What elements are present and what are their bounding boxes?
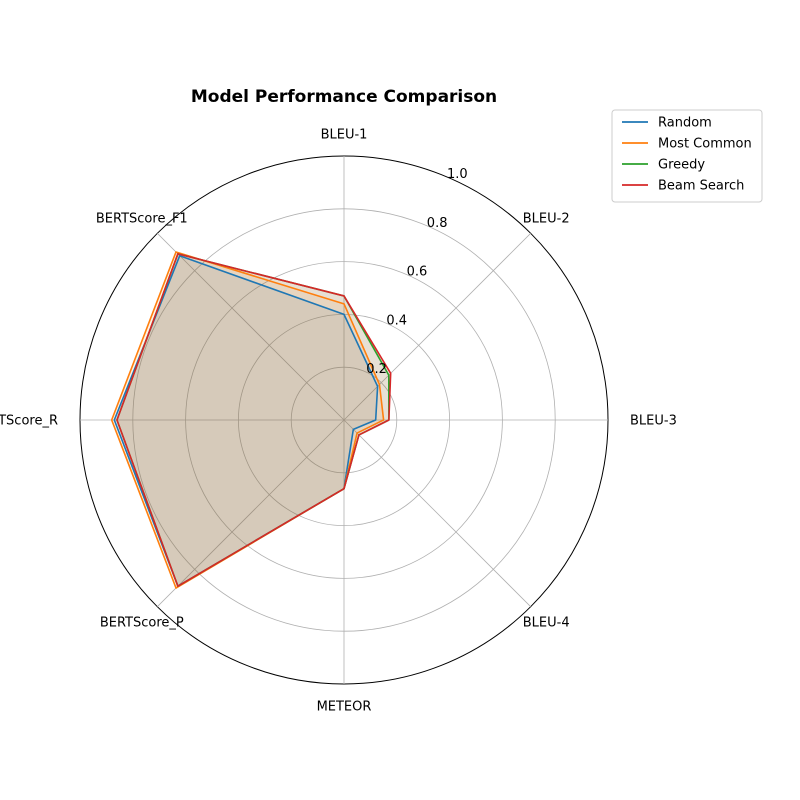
axis-label-4: METEOR	[317, 700, 372, 715]
radial-tick-label-3: 0.8	[427, 216, 448, 231]
axis-label-3: BLEU-4	[523, 616, 570, 631]
axis-label-layer: BLEU-1 BLEU-2 BLEU-3 BLEU-4 METEOR BERTScore_…	[0, 128, 677, 715]
grid-layer	[79, 155, 609, 685]
legend-label-3: Beam Search	[658, 179, 744, 194]
axis-label-7: BERTScore_F1	[96, 211, 188, 226]
legend-label-1: Most Common	[658, 137, 752, 152]
grid-spoke	[157, 419, 345, 607]
radial-tick-label-4: 1.0	[447, 167, 468, 182]
series-line-3	[116, 253, 392, 587]
grid-spoke	[343, 233, 531, 421]
axis-label-5: BERTScore_P	[100, 616, 184, 631]
radial-tick-label-2: 0.6	[407, 265, 428, 280]
radial-tick-label-1: 0.4	[386, 313, 407, 328]
axis-label-2: BLEU-3	[630, 414, 677, 429]
series-fill-3	[116, 253, 391, 587]
axis-label-1: BLEU-2	[523, 211, 570, 226]
legend-label-0: Random	[658, 116, 712, 131]
chart-title: Model Performance Comparison	[191, 87, 497, 107]
series-fill-0	[114, 255, 378, 587]
legend-box	[611, 109, 763, 203]
series-fill-1	[111, 251, 384, 589]
radial-tick-layer: 0.2 0.4 0.6 0.8 1.0	[366, 167, 467, 377]
grid-spoke	[343, 419, 531, 607]
legend-label-2: Greedy	[658, 158, 705, 173]
series-fill-layer	[111, 251, 391, 589]
radial-tick-label-0: 0.2	[366, 362, 387, 377]
series-line-layer	[110, 251, 392, 589]
legend: Random Most Common Greedy Beam Search	[611, 109, 763, 203]
series-fill-2	[116, 253, 389, 587]
axis-label-0: BLEU-1	[321, 128, 368, 143]
grid-spoke	[157, 233, 345, 421]
axis-label-6: BERTScore_R	[0, 414, 58, 429]
